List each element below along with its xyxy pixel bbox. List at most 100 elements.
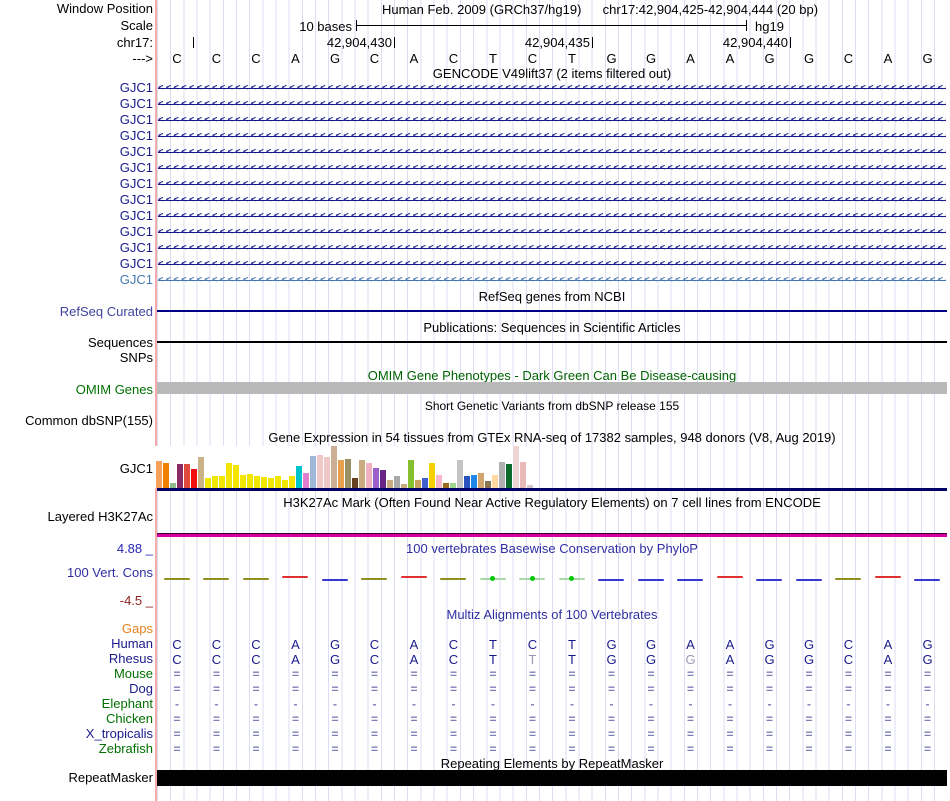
gtex-bar[interactable]	[226, 463, 232, 488]
gtex-bar[interactable]	[240, 475, 246, 488]
ruler-tick	[790, 37, 791, 48]
publications-sequence-line[interactable]	[157, 341, 947, 343]
gtex-bar[interactable]	[485, 481, 491, 488]
gencode-transcript-row[interactable]: GJC1 <<<<<<<<<<<<<<<<<<<<<<<<<<<<<<<<<<<<…	[0, 81, 950, 95]
multiz-row[interactable]: Elephant - - - - - - - - - - - - - - - - - - - -	[0, 697, 950, 711]
gtex-bar[interactable]	[324, 457, 330, 488]
gtex-bar[interactable]	[233, 465, 239, 488]
gtex-bar[interactable]	[380, 470, 386, 488]
multiz-row[interactable]: Rhesus C C C A G C A C T T T G G G A G G C A G	[0, 652, 950, 667]
gencode-transcript-row[interactable]: GJC1 <<<<<<<<<<<<<<<<<<<<<<<<<<<<<<<<<<<<…	[0, 273, 950, 287]
gencode-transcript-row[interactable]: GJC1 <<<<<<<<<<<<<<<<<<<<<<<<<<<<<<<<<<<<…	[0, 113, 950, 127]
multiz-row[interactable]: Dog = = = = = = = = = = = = = = = = = = = =	[0, 682, 950, 696]
gtex-bar[interactable]	[450, 483, 456, 488]
gtex-bar[interactable]	[310, 456, 316, 488]
gtex-bar[interactable]	[429, 463, 435, 488]
gtex-bar[interactable]	[275, 476, 281, 488]
gtex-bar[interactable]	[338, 460, 344, 488]
multiz-cell: =	[489, 712, 497, 726]
gencode-transcript-row[interactable]: GJC1 <<<<<<<<<<<<<<<<<<<<<<<<<<<<<<<<<<<<…	[0, 129, 950, 143]
gtex-bar[interactable]	[184, 464, 190, 488]
gtex-bar[interactable]	[254, 476, 260, 488]
multiz-cell: G	[764, 637, 775, 652]
multiz-row[interactable]: Chicken = = = = = = = = = = = = = = = = = = = =	[0, 712, 950, 726]
gtex-bar[interactable]	[212, 476, 218, 488]
gtex-bar[interactable]	[170, 483, 176, 488]
gtex-bar[interactable]	[443, 483, 449, 488]
gencode-transcript-row[interactable]: GJC1 <<<<<<<<<<<<<<<<<<<<<<<<<<<<<<<<<<<<…	[0, 209, 950, 223]
gtex-bar[interactable]	[282, 480, 288, 488]
gtex-bar[interactable]	[478, 473, 484, 488]
gtex-bar[interactable]	[527, 485, 533, 488]
dbsnp-track-title: Short Genetic Variants from dbSNP releas…	[424, 399, 680, 413]
gencode-transcript-row[interactable]: GJC1 <<<<<<<<<<<<<<<<<<<<<<<<<<<<<<<<<<<<…	[0, 257, 950, 271]
gtex-bar[interactable]	[520, 462, 526, 488]
gtex-bar[interactable]	[401, 484, 407, 488]
gencode-transcript-row[interactable]: GJC1 <<<<<<<<<<<<<<<<<<<<<<<<<<<<<<<<<<<<…	[0, 241, 950, 255]
refseq-track-title: RefSeq genes from NCBI	[478, 289, 626, 304]
gtex-bar[interactable]	[513, 446, 519, 488]
gtex-bar[interactable]	[422, 478, 428, 488]
gtex-bar[interactable]	[303, 473, 309, 488]
gtex-bar[interactable]	[457, 460, 463, 488]
gencode-transcript-row[interactable]: GJC1 <<<<<<<<<<<<<<<<<<<<<<<<<<<<<<<<<<<<…	[0, 97, 950, 111]
gencode-transcript-row[interactable]: GJC1 <<<<<<<<<<<<<<<<<<<<<<<<<<<<<<<<<<<<…	[0, 145, 950, 159]
gtex-bar[interactable]	[499, 462, 505, 488]
gtex-bar[interactable]	[268, 478, 274, 488]
phylop-mark	[716, 576, 743, 578]
repeatmasker-bar[interactable]	[157, 770, 947, 786]
multiz-cell: G	[685, 652, 696, 667]
multiz-row[interactable]: X_tropicalis = = = = = = = = = = = = = = = = = = = =	[0, 727, 950, 741]
multiz-cell: =	[726, 682, 734, 696]
gtex-bar[interactable]	[387, 480, 393, 488]
multiz-cell: =	[923, 727, 931, 741]
multiz-row[interactable]: Mouse = = = = = = = = = = = = = = = = = = = =	[0, 667, 950, 681]
omim-gene-bar[interactable]	[157, 382, 947, 394]
gtex-bar[interactable]	[471, 475, 477, 488]
gtex-bar[interactable]	[261, 477, 267, 488]
multiz-cell: A	[883, 637, 893, 652]
gtex-bar[interactable]	[156, 461, 162, 488]
gencode-transcript-row[interactable]: GJC1 <<<<<<<<<<<<<<<<<<<<<<<<<<<<<<<<<<<<…	[0, 193, 950, 207]
gtex-bar[interactable]	[177, 464, 183, 488]
multiz-cell: =	[212, 682, 220, 696]
transcript-line	[158, 104, 946, 105]
h3k27ac-signal-dark-line[interactable]	[157, 533, 947, 534]
multiz-row[interactable]: Human C C C A G C A C T C T G G A A G G C A G	[0, 637, 950, 652]
gtex-bar[interactable]	[492, 475, 498, 488]
grid-lines	[157, 0, 947, 801]
gencode-transcript-row[interactable]: GJC1 <<<<<<<<<<<<<<<<<<<<<<<<<<<<<<<<<<<<…	[0, 225, 950, 239]
gtex-bar[interactable]	[331, 446, 337, 488]
gencode-transcript-row[interactable]: GJC1 <<<<<<<<<<<<<<<<<<<<<<<<<<<<<<<<<<<<…	[0, 161, 950, 175]
gtex-bar[interactable]	[415, 480, 421, 488]
multiz-cell: =	[252, 667, 260, 681]
gtex-bar[interactable]	[464, 476, 470, 488]
transcript-direction-arrows: <<<<<<<<<<<<<<<<<<<<<<<<<<<<<<<<<<<<<<<<…	[158, 115, 946, 125]
gtex-bar[interactable]	[359, 460, 365, 488]
gtex-baseline[interactable]	[157, 488, 947, 491]
gencode-transcript-row[interactable]: GJC1 <<<<<<<<<<<<<<<<<<<<<<<<<<<<<<<<<<<<…	[0, 177, 950, 191]
transcript-gene-label: GJC1	[119, 192, 153, 207]
h3k27ac-signal-line[interactable]	[157, 534, 947, 537]
gtex-bar[interactable]	[436, 475, 442, 488]
gtex-bar[interactable]	[408, 460, 414, 488]
gtex-bar[interactable]	[198, 457, 204, 488]
gtex-bar[interactable]	[289, 476, 295, 488]
gtex-bar[interactable]	[296, 466, 302, 488]
multiz-row[interactable]: Zebrafish = = = = = = = = = = = = = = = = = = = =	[0, 742, 950, 756]
gtex-bar[interactable]	[352, 478, 358, 488]
gtex-bar[interactable]	[345, 459, 351, 488]
multiz-row[interactable]: Gaps	[0, 622, 950, 635]
gtex-bar[interactable]	[506, 464, 512, 488]
gtex-bar[interactable]	[163, 463, 169, 488]
gtex-bar[interactable]	[219, 476, 225, 488]
gtex-bar[interactable]	[366, 463, 372, 488]
refseq-gene-line[interactable]	[157, 310, 947, 312]
gtex-bar[interactable]	[191, 469, 197, 488]
gtex-bar[interactable]	[205, 478, 211, 488]
gtex-bar[interactable]	[317, 455, 323, 488]
multiz-cell: G	[803, 652, 815, 667]
gtex-bar[interactable]	[373, 468, 379, 488]
gtex-bar[interactable]	[394, 476, 400, 488]
gtex-bar[interactable]	[247, 474, 253, 488]
